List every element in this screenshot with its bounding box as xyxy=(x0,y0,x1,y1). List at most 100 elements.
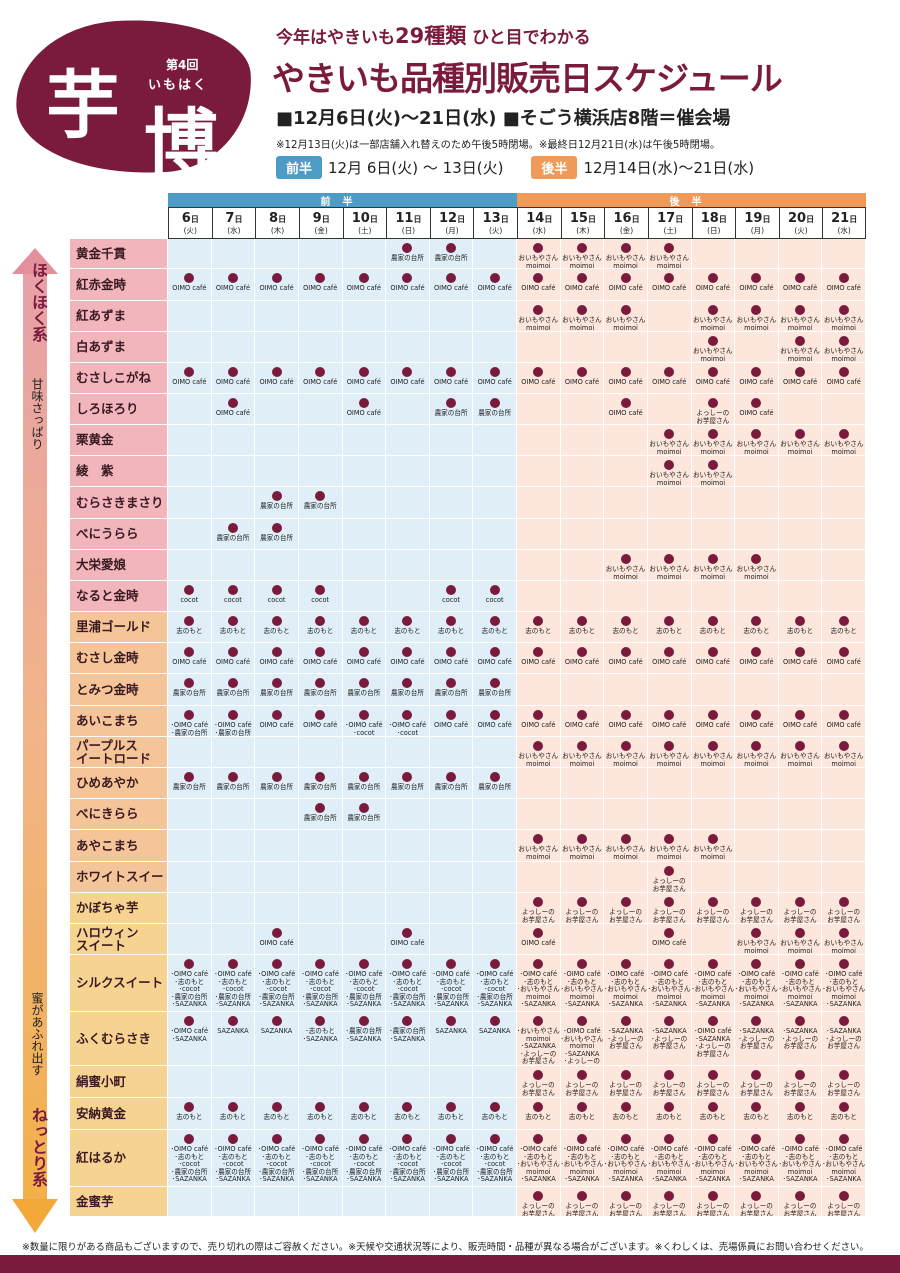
sale-dot-icon xyxy=(751,928,762,938)
variety-name: むさしこがね xyxy=(70,363,168,394)
shop-label: ･OIMO café ･おいもやさん moimoi ･SAZANKA ･よっしー… xyxy=(560,1027,604,1066)
schedule-cell xyxy=(778,768,823,799)
schedule-cell: よっしーの お芋屋さん xyxy=(604,1187,648,1217)
schedule-cell xyxy=(298,893,343,924)
schedule-cell xyxy=(647,332,692,363)
shop-label: おいもやさん moimoi xyxy=(693,440,733,456)
shop-label: よっしーの お芋屋さん xyxy=(609,1202,643,1217)
schedule-cell: おいもやさん moimoi xyxy=(691,332,736,363)
first-half-tag: 前半 xyxy=(276,156,323,179)
schedule-cell: OIMO café xyxy=(298,643,343,674)
shop-label: OIMO café xyxy=(521,378,556,386)
sale-dot-icon xyxy=(707,1134,718,1144)
arrow-up-icon xyxy=(12,248,58,274)
schedule-cell xyxy=(342,332,387,363)
sale-dot-icon xyxy=(446,772,457,782)
sale-dot-icon xyxy=(620,647,631,657)
day-unit: 日 xyxy=(278,214,287,224)
footer-note: ※数量に限りがある商品もございますので、売り切れの際はご容赦ください。※天候や交… xyxy=(22,1242,869,1253)
schedule-cell xyxy=(822,830,866,862)
shop-label: SAZANKA xyxy=(478,1027,511,1035)
sale-dot-icon xyxy=(227,710,238,720)
schedule-cell: 農家の台所 xyxy=(255,768,299,799)
schedule-cell xyxy=(691,862,736,893)
schedule-cell: 農家の台所 xyxy=(473,394,517,425)
schedule-cell: おいもやさん moimoi xyxy=(778,332,823,363)
schedule-cell: OIMO café xyxy=(647,269,692,301)
schedule-cell xyxy=(517,332,561,363)
schedule-cell: 志のもと xyxy=(298,1098,343,1130)
first-half-range: 12月 6日(火) ～ 13日(火) xyxy=(328,159,504,177)
shop-label: 志のもと xyxy=(219,1113,247,1121)
shop-label: おいもやさん moimoi xyxy=(823,440,864,456)
schedule-cell: ･OIMO café ･志のもと ･おいもやさん moimoi ･SAZANKA xyxy=(822,955,866,1012)
schedule-cell: おいもやさん moimoi xyxy=(691,456,736,487)
schedule-cell xyxy=(822,674,866,706)
sale-dot-icon xyxy=(576,367,587,377)
schedule-cell xyxy=(517,862,561,893)
sale-dot-icon xyxy=(620,959,631,969)
sale-dot-icon xyxy=(576,897,587,907)
sale-dot-icon xyxy=(707,1016,718,1026)
sale-dot-icon xyxy=(751,616,762,626)
weekday: (土) xyxy=(358,225,372,235)
shop-label: 志のもと xyxy=(525,1113,552,1121)
period-legend: 前半 12月 6日(火) ～ 13日(火) 後半 12月14日(水)～21日(水… xyxy=(276,156,754,179)
day-header: 19日 (月) xyxy=(735,207,779,239)
sale-dot-icon xyxy=(315,647,326,657)
schedule-cell xyxy=(429,830,474,862)
shop-label: おいもやさん moimoi xyxy=(780,939,820,955)
second-half-tag: 後半 xyxy=(531,156,578,179)
sale-dot-icon xyxy=(489,398,500,408)
sale-dot-icon xyxy=(489,1016,500,1026)
schedule-cell: おいもやさん moimoi xyxy=(822,737,866,768)
schedule-cell: ･SAZANKA ･よっしーの お芋屋さん xyxy=(735,1012,779,1066)
schedule-cell xyxy=(473,924,517,955)
schedule-cell: おいもやさん moimoi xyxy=(735,550,779,581)
sale-dot-icon xyxy=(184,1102,195,1112)
shop-label: 志のもと xyxy=(786,627,814,635)
shop-label: ･OIMO café ･志のもと ･cocot ･農家の台所 ･SAZANKA xyxy=(257,1145,296,1184)
shop-label: ･SAZANKA ･よっしーの お芋屋さん xyxy=(651,1027,688,1051)
schedule-cell xyxy=(778,550,823,581)
schedule-cell: OIMO café xyxy=(604,363,648,394)
schedule-cell: 農家の台所 xyxy=(298,799,343,830)
second-half-header: 後半 xyxy=(517,193,866,208)
sale-dot-icon xyxy=(184,678,195,688)
schedule-cell xyxy=(604,519,648,550)
schedule-cell xyxy=(473,737,517,768)
shop-label: おいもやさん moimoi xyxy=(736,565,777,581)
schedule-cell: 志のもと xyxy=(560,612,605,643)
schedule-cell xyxy=(778,674,823,706)
schedule-cell: 志のもと xyxy=(255,1098,299,1130)
shop-label: ･OIMO café ･cocot xyxy=(345,721,383,737)
sale-dot-icon xyxy=(751,1191,762,1201)
schedule-cell: 農家の台所 xyxy=(386,239,430,269)
schedule-cell xyxy=(604,487,648,519)
shop-label: 農家の台所 xyxy=(478,409,512,417)
day-header: 8日 (木) xyxy=(255,207,299,239)
schedule-cell xyxy=(168,519,212,550)
shop-label: ･SAZANKA ･よっしーの お芋屋さん xyxy=(738,1027,775,1051)
shop-label: おいもやさん moimoi xyxy=(780,752,820,768)
schedule-cell xyxy=(298,425,343,456)
schedule-cell xyxy=(298,1187,343,1217)
schedule-cell: OIMO café xyxy=(386,269,430,301)
schedule-cell: 志のもと xyxy=(517,1098,561,1130)
sale-dot-icon xyxy=(664,429,675,439)
sale-dot-icon xyxy=(533,710,544,720)
schedule-cell xyxy=(778,456,823,487)
schedule-cell: おいもやさん moimoi xyxy=(735,301,779,332)
shop-label: OIMO café xyxy=(390,939,425,947)
schedule-cell xyxy=(211,737,256,768)
variety-name: ふくむらさき xyxy=(70,1012,168,1066)
schedule-cell xyxy=(560,487,605,519)
shop-label: OIMO café xyxy=(346,284,381,292)
schedule-cell: おいもやさん moimoi xyxy=(647,456,692,487)
schedule-cell: ･OIMO café ･志のもと ･cocot ･農家の台所 ･SAZANKA xyxy=(255,955,299,1012)
schedule-cell xyxy=(168,456,212,487)
sale-dot-icon xyxy=(838,1134,849,1144)
shop-label: ･OIMO café ･志のもと ･おいもやさん moimoi ･SAZANKA xyxy=(691,970,735,1009)
sale-dot-icon xyxy=(271,772,282,782)
sale-dot-icon xyxy=(795,1102,806,1112)
